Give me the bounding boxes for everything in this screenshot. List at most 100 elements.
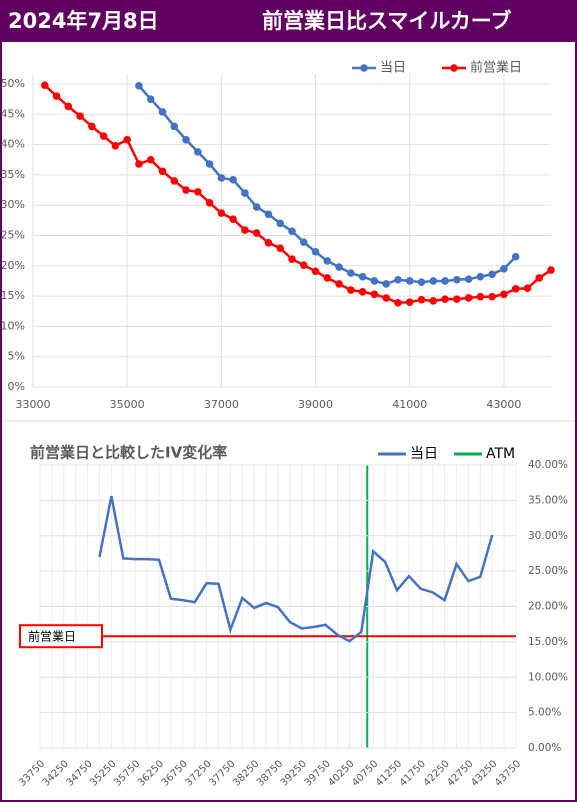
header-title: 前営業日比スマイルカーブ [262,9,511,33]
marker [394,298,402,307]
marker [394,275,402,284]
y-tick-label: 5.00% [528,707,561,719]
marker [370,277,379,285]
marker [276,219,285,228]
marker [405,298,414,306]
x-tick-label: 33000 [16,398,51,411]
marker [146,95,155,103]
marker [88,122,96,131]
marker [40,81,49,90]
y-tick-label: 30.00% [528,530,568,542]
marker [476,272,485,281]
marker [205,198,214,207]
marker [417,295,426,304]
y-tick-label: 25% [1,229,25,242]
y-tick-label: 40.00% [528,459,568,471]
legend-label: 前営業日 [470,60,522,76]
marker [264,210,273,219]
marker [299,261,308,269]
marker [111,142,120,150]
marker [453,295,461,303]
header-bar [0,0,577,42]
marker [311,248,320,256]
legend-label: ATM [486,446,515,462]
y-tick-label: 10.00% [528,671,568,683]
marker [370,290,379,299]
marker [217,174,226,182]
marker [146,155,155,164]
reference-label: 前営業日 [28,629,76,644]
marker [429,277,438,285]
marker [264,238,273,247]
legend-label: 当日 [380,61,406,76]
y-tick-label: 25.00% [528,565,568,577]
marker [194,188,202,196]
y-tick-label: 50% [1,77,25,90]
marker [241,226,249,234]
y-tick-label: 20% [1,259,25,272]
marker [464,275,473,283]
marker [229,215,237,223]
x-tick-label: 41000 [392,398,427,411]
y-tick-label: 35.00% [528,494,568,506]
marker [217,209,226,217]
y-tick-label: 0.00% [528,742,561,754]
marker [511,252,520,261]
y-tick-label: 30% [1,198,25,211]
legend-label: 当日 [410,446,438,462]
chart-title: 前営業日と比較したIV変化率 [30,444,227,462]
x-tick-label: 39000 [298,398,333,411]
marker [453,275,461,284]
y-tick-label: 40% [1,138,25,151]
marker [323,257,332,265]
marker [135,82,143,90]
marker [158,108,167,116]
legend-marker [450,64,458,72]
legend-marker [360,64,368,72]
y-tick-label: 35% [1,168,25,181]
marker [358,272,367,281]
marker [241,189,249,197]
marker [523,284,532,293]
marker [76,112,84,120]
marker [335,280,343,288]
reference-label-box [19,624,103,649]
y-tick-label: 5% [8,350,25,363]
marker [476,292,485,301]
header-date: 2024年7月8日 [8,9,159,33]
marker [405,277,414,285]
marker [170,177,179,185]
marker [347,269,355,277]
x-tick-label: 35000 [110,398,145,411]
marker [323,274,332,282]
marker [335,263,343,271]
marker [182,186,190,194]
marker [229,175,237,184]
x-tick-label: 43000 [486,398,521,411]
marker [417,278,426,286]
marker [547,266,555,274]
marker [194,148,202,156]
marker [441,277,449,285]
marker [500,290,508,299]
marker [123,135,131,144]
marker [299,238,308,246]
marker [288,255,296,263]
marker [52,92,61,100]
marker [429,297,438,305]
y-tick-label: 45% [1,107,25,120]
marker [535,274,544,282]
marker [182,135,190,144]
marker [347,286,355,294]
marker [358,288,367,296]
marker [488,292,496,301]
marker [311,267,320,276]
y-tick-label: 20.00% [528,601,568,613]
series-line [98,495,494,643]
marker [382,280,390,288]
marker [170,122,179,131]
marker [252,229,261,237]
marker [488,270,496,279]
